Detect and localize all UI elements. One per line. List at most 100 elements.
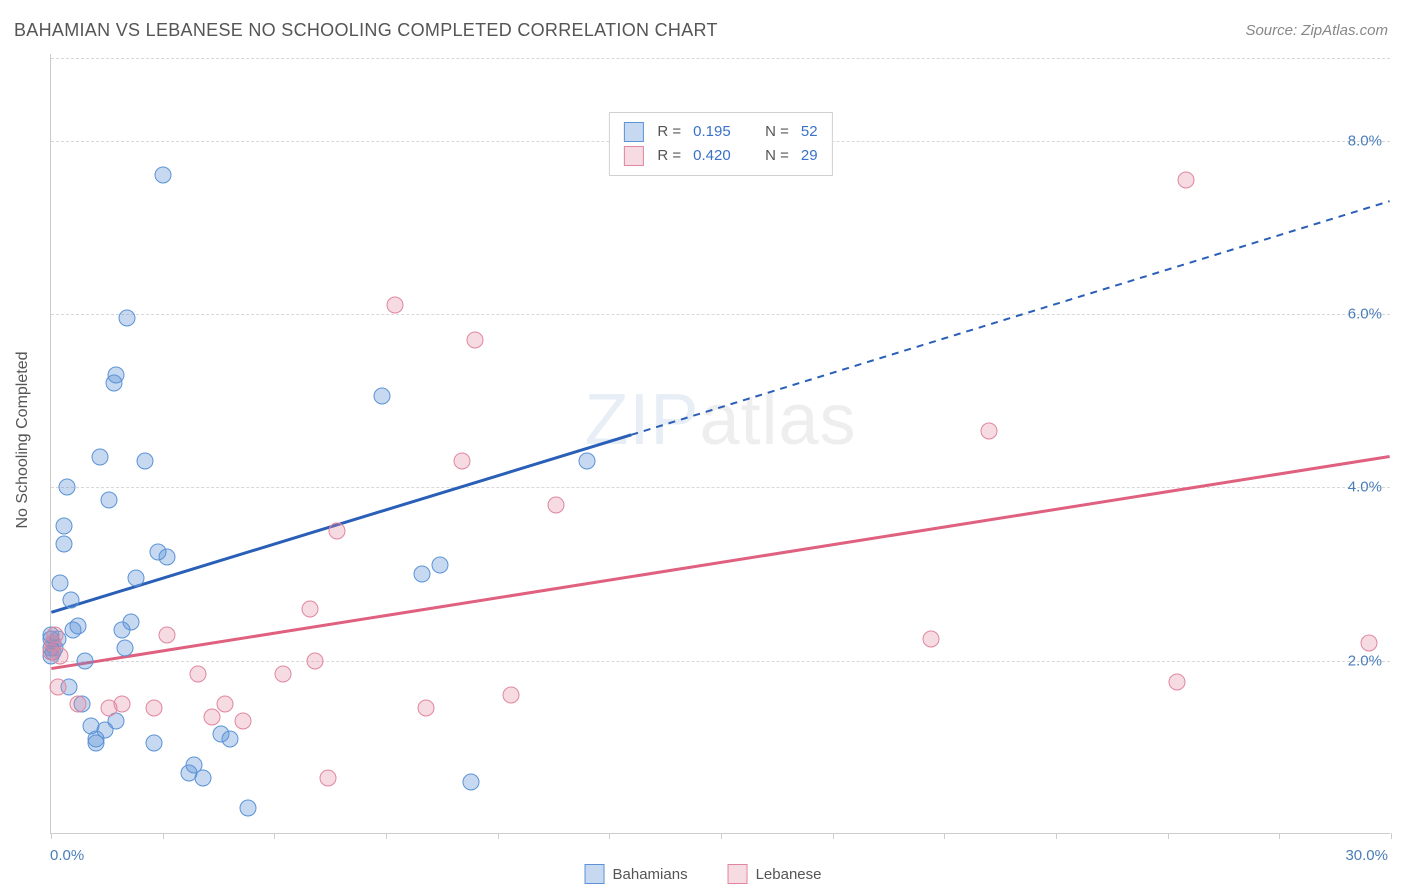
scatter-point-bahamians — [51, 574, 68, 591]
x-tick-mark — [833, 833, 834, 839]
scatter-point-lebanese — [328, 522, 345, 539]
x-tick-mark — [51, 833, 52, 839]
scatter-point-lebanese — [306, 652, 323, 669]
y-tick-label: 8.0% — [1348, 132, 1382, 149]
legend-n-value-0: 52 — [801, 120, 818, 144]
legend-n-label: N = — [765, 120, 789, 144]
scatter-point-bahamians — [579, 453, 596, 470]
scatter-point-bahamians — [118, 310, 135, 327]
legend-n-label: N = — [765, 144, 789, 168]
scatter-point-bahamians — [462, 774, 479, 791]
y-tick-label: 4.0% — [1348, 479, 1382, 496]
scatter-point-bahamians — [116, 639, 133, 656]
regression-line-dashed-0 — [631, 201, 1389, 435]
y-tick-label: 2.0% — [1348, 652, 1382, 669]
scatter-point-lebanese — [547, 496, 564, 513]
legend-stats: R = 0.195 N = 52 R = 0.420 N = 29 — [608, 112, 832, 176]
scatter-point-lebanese — [1177, 171, 1194, 188]
scatter-point-lebanese — [235, 713, 252, 730]
scatter-point-lebanese — [275, 665, 292, 682]
x-tick-mark — [274, 833, 275, 839]
y-tick-label: 6.0% — [1348, 306, 1382, 323]
legend-series-swatch-1 — [728, 864, 748, 884]
x-tick-mark — [163, 833, 164, 839]
scatter-point-bahamians — [56, 518, 73, 535]
scatter-point-lebanese — [302, 600, 319, 617]
grid-line-h — [51, 487, 1390, 488]
scatter-point-lebanese — [217, 696, 234, 713]
scatter-point-bahamians — [431, 557, 448, 574]
scatter-point-bahamians — [127, 570, 144, 587]
scatter-point-bahamians — [123, 613, 140, 630]
legend-series-swatch-0 — [585, 864, 605, 884]
watermark-thin: atlas — [699, 380, 856, 460]
scatter-point-bahamians — [136, 453, 153, 470]
scatter-point-bahamians — [239, 800, 256, 817]
legend-series: Bahamians Lebanese — [585, 864, 822, 884]
watermark: ZIPatlas — [584, 379, 856, 461]
legend-swatch-1 — [623, 146, 643, 166]
scatter-point-bahamians — [101, 492, 118, 509]
legend-r-label: R = — [657, 120, 681, 144]
scatter-point-bahamians — [221, 730, 238, 747]
grid-line-h — [51, 58, 1390, 59]
scatter-point-lebanese — [1168, 674, 1185, 691]
scatter-point-lebanese — [159, 626, 176, 643]
legend-series-label-0: Bahamians — [613, 866, 688, 883]
x-tick-mark — [721, 833, 722, 839]
scatter-point-bahamians — [154, 167, 171, 184]
scatter-point-bahamians — [76, 652, 93, 669]
scatter-point-bahamians — [194, 769, 211, 786]
scatter-point-lebanese — [47, 626, 64, 643]
scatter-point-lebanese — [145, 700, 162, 717]
scatter-point-bahamians — [107, 366, 124, 383]
scatter-point-bahamians — [145, 735, 162, 752]
x-tick-label-max: 30.0% — [1345, 847, 1388, 864]
scatter-point-bahamians — [373, 388, 390, 405]
scatter-point-lebanese — [69, 696, 86, 713]
y-axis-title: No Schooling Completed — [14, 352, 32, 529]
legend-series-label-1: Lebanese — [756, 866, 822, 883]
scatter-point-bahamians — [63, 592, 80, 609]
scatter-point-lebanese — [190, 665, 207, 682]
legend-series-item-0: Bahamians — [585, 864, 688, 884]
legend-swatch-0 — [623, 122, 643, 142]
legend-r-value-0: 0.195 — [693, 120, 743, 144]
x-tick-label-min: 0.0% — [50, 847, 84, 864]
x-tick-mark — [944, 833, 945, 839]
scatter-point-lebanese — [114, 696, 131, 713]
scatter-point-lebanese — [418, 700, 435, 717]
chart-source: Source: ZipAtlas.com — [1245, 22, 1388, 39]
legend-r-value-1: 0.420 — [693, 144, 743, 168]
scatter-point-bahamians — [159, 548, 176, 565]
scatter-point-bahamians — [413, 566, 430, 583]
x-tick-mark — [1168, 833, 1169, 839]
legend-r-label: R = — [657, 144, 681, 168]
plot-area: ZIPatlas R = 0.195 N = 52 R = 0.420 N = … — [50, 54, 1390, 834]
chart-title: BAHAMIAN VS LEBANESE NO SCHOOLING COMPLE… — [14, 20, 718, 41]
scatter-point-bahamians — [92, 449, 109, 466]
scatter-point-lebanese — [51, 648, 68, 665]
x-tick-mark — [386, 833, 387, 839]
scatter-point-bahamians — [58, 479, 75, 496]
grid-line-h — [51, 314, 1390, 315]
legend-series-item-1: Lebanese — [728, 864, 822, 884]
grid-line-h — [51, 661, 1390, 662]
x-tick-mark — [1391, 833, 1392, 839]
correlation-chart: BAHAMIAN VS LEBANESE NO SCHOOLING COMPLE… — [0, 0, 1406, 892]
scatter-point-lebanese — [203, 709, 220, 726]
scatter-point-bahamians — [56, 535, 73, 552]
x-tick-mark — [1279, 833, 1280, 839]
x-tick-mark — [1056, 833, 1057, 839]
x-tick-mark — [498, 833, 499, 839]
scatter-point-lebanese — [453, 453, 470, 470]
scatter-point-lebanese — [503, 687, 520, 704]
scatter-point-lebanese — [49, 678, 66, 695]
scatter-point-lebanese — [922, 631, 939, 648]
scatter-point-lebanese — [386, 297, 403, 314]
x-tick-mark — [609, 833, 610, 839]
scatter-point-lebanese — [467, 332, 484, 349]
scatter-point-lebanese — [981, 423, 998, 440]
watermark-bold: ZIP — [584, 380, 699, 460]
scatter-point-lebanese — [319, 769, 336, 786]
